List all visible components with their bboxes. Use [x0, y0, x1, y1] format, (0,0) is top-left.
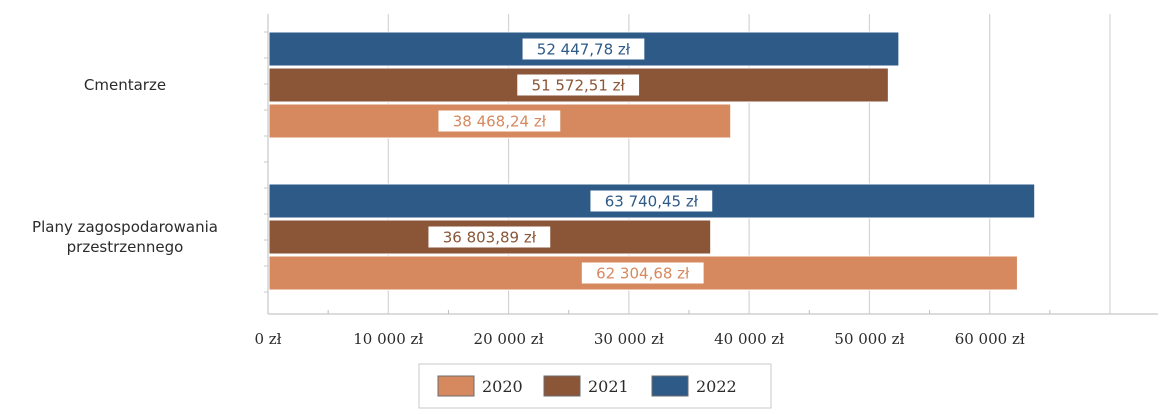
- x-tick-labels: 0 zł 10 000 zł 20 000 zł 30 000 zł 40 000 zł…: [254, 330, 1024, 348]
- category-labels: Cmentarze Plany zagospodarowania przestrze…: [32, 76, 218, 256]
- x-tick-label: 40 000 zł: [714, 330, 784, 348]
- data-label: 62 304,68 zł: [596, 265, 690, 283]
- x-tick-label: 30 000 zł: [594, 330, 664, 348]
- legend-swatch: [543, 375, 581, 397]
- data-label: 38 468,24 zł: [453, 113, 547, 131]
- legend-label: 2020: [482, 377, 523, 396]
- data-label-box: [427, 225, 552, 249]
- data-label: 52 447,78 zł: [537, 41, 631, 59]
- legend-label: 2022: [696, 377, 737, 396]
- data-label: 51 572,51 zł: [532, 77, 626, 95]
- data-label: 36 803,89 zł: [443, 229, 537, 247]
- data-labels: 52 447,78 zł 51 572,51 zł 38 468,24 zł 63 7…: [427, 37, 714, 285]
- data-label-box: [589, 189, 714, 213]
- bars: [268, 31, 1036, 291]
- legend-swatch: [651, 375, 689, 397]
- legend-box: [418, 363, 772, 409]
- legend: 2020 2021 2022: [418, 363, 772, 409]
- data-label-box: [437, 109, 562, 133]
- category-label: Cmentarze: [84, 76, 166, 94]
- x-tick-label: 60 000 zł: [955, 330, 1025, 348]
- x-tick-label: 50 000 zł: [834, 330, 904, 348]
- axes: [264, 14, 1158, 315]
- data-label-box: [516, 73, 641, 97]
- x-tick-label: 10 000 zł: [353, 330, 423, 348]
- data-label: 63 740,45 zł: [605, 193, 699, 211]
- data-label-box: [521, 37, 646, 61]
- legend-label: 2021: [588, 377, 629, 396]
- x-tick-label: 0 zł: [254, 330, 281, 348]
- legend-swatch: [437, 375, 475, 397]
- data-label-box: [580, 261, 705, 285]
- category-label: Plany zagospodarowania przestrzennego: [32, 218, 218, 256]
- x-tick-label: 20 000 zł: [474, 330, 544, 348]
